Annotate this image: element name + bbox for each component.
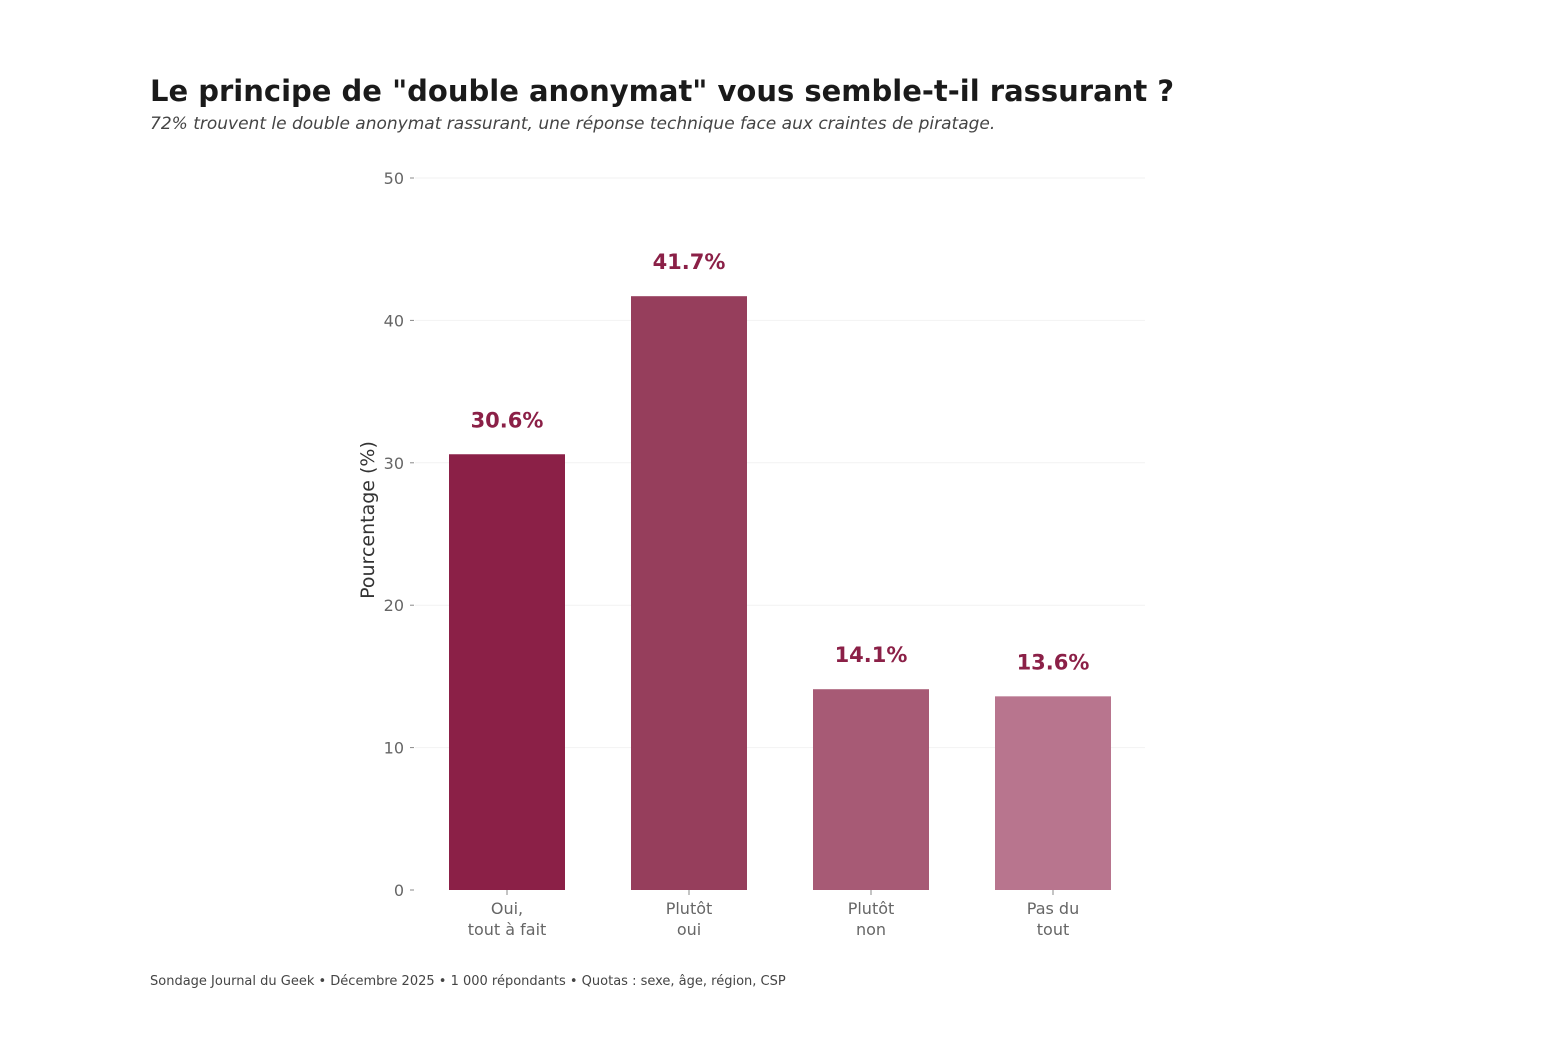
source-note: Sondage Journal du Geek • Décembre 2025 …	[150, 974, 786, 989]
y-tick-label: 40	[384, 311, 404, 330]
x-axis: Oui, tout à fait Plutôt oui Plutôt non Pas du t…	[468, 890, 1079, 939]
value-labels: 30.6% 41.7% 14.1% 13.6%	[471, 250, 1090, 674]
bar	[449, 454, 565, 890]
bar-value-label: 14.1%	[835, 643, 908, 667]
chart-title: Le principe de "double anonymat" vous se…	[150, 74, 1175, 108]
bar-value-label: 41.7%	[653, 250, 726, 274]
bar	[813, 689, 929, 890]
x-tick-label: non	[856, 920, 886, 939]
x-tick-label: tout	[1037, 920, 1069, 939]
y-tick-label: 0	[394, 881, 404, 900]
chart-subtitle: 72% trouvent le double anonymat rassuran…	[150, 114, 996, 134]
x-tick-label: Pas du	[1027, 899, 1079, 918]
bars	[449, 296, 1111, 890]
x-tick-label: tout à fait	[468, 920, 547, 939]
bar	[631, 296, 747, 890]
bar	[995, 696, 1111, 890]
x-tick-label: Oui,	[491, 899, 523, 918]
y-tick-label: 50	[384, 169, 404, 188]
bar-value-label: 13.6%	[1017, 650, 1090, 674]
x-tick-label: oui	[677, 920, 701, 939]
y-tick-label: 20	[384, 596, 404, 615]
x-tick-label: Plutôt	[666, 899, 713, 918]
bar-value-label: 30.6%	[471, 408, 544, 432]
y-tick-label: 10	[384, 739, 404, 758]
y-axis: 0 10 20 30 40 50	[384, 169, 414, 900]
y-axis-title: Pourcentage (%)	[357, 441, 379, 599]
x-tick-label: Plutôt	[848, 899, 895, 918]
y-tick-label: 30	[384, 454, 404, 473]
